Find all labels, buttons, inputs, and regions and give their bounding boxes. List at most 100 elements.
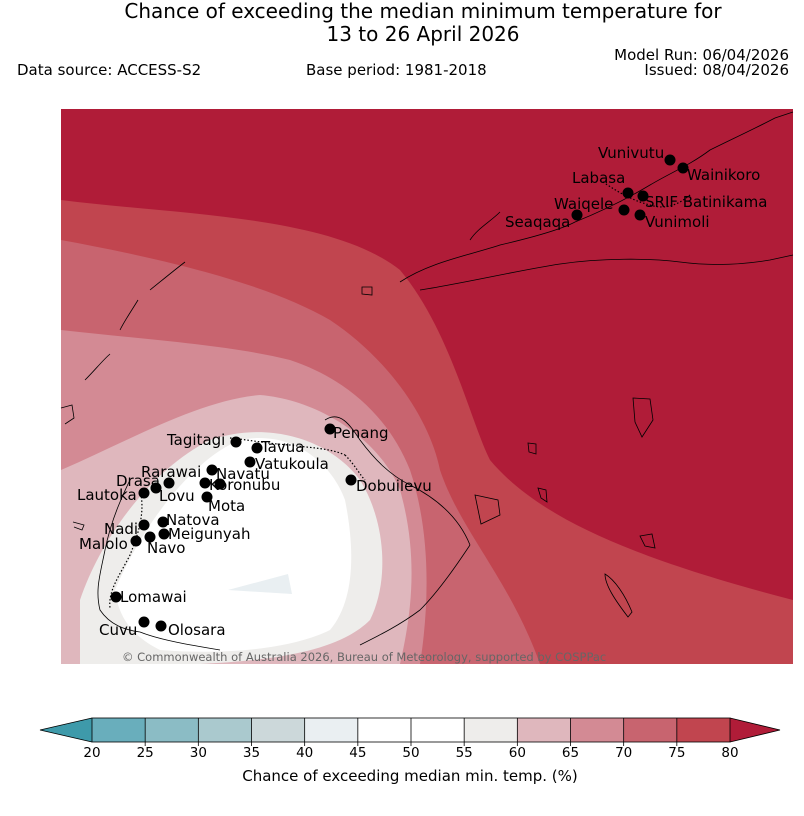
station-marker-rarawai bbox=[206, 464, 218, 476]
station-marker-cuvu bbox=[138, 616, 150, 628]
station-label-malolo: Malolo bbox=[79, 535, 128, 553]
colorbar-under-arrow bbox=[40, 718, 92, 742]
colorbar-cell-40-45 bbox=[304, 718, 359, 742]
coastlines bbox=[60, 111, 794, 651]
viti-levu-west-coast bbox=[97, 479, 221, 651]
station-label-olosara: Olosara bbox=[168, 621, 226, 639]
colorbar-tick-label-65: 65 bbox=[561, 745, 580, 761]
station-label-lomawai: Lomawai bbox=[120, 588, 187, 606]
station-marker-olosara bbox=[155, 620, 167, 632]
station-label-waiqele: Waiqele bbox=[554, 195, 613, 213]
station-marker-mota bbox=[201, 491, 213, 503]
colorbar-tick-label-55: 55 bbox=[455, 745, 473, 761]
station-label-cuvu: Cuvu bbox=[99, 621, 137, 639]
colorbar-over-arrow bbox=[730, 718, 780, 742]
small-island-4 bbox=[537, 487, 548, 503]
station-marker-wainikoro bbox=[677, 162, 689, 174]
station-label-tagitagi: Tagitagi bbox=[166, 431, 225, 449]
station-label-dobuilevu: Dobuilevu bbox=[356, 477, 432, 495]
colorbar-tick-label-35: 35 bbox=[242, 745, 261, 761]
small-island-2 bbox=[632, 397, 654, 438]
colorbar-cell-35-40 bbox=[251, 718, 306, 742]
station-label-lovu: Lovu bbox=[159, 487, 195, 505]
colorbar bbox=[39, 717, 781, 746]
colorbar-cell-25-30 bbox=[145, 718, 199, 742]
station-label-tavua: Tavua bbox=[260, 438, 304, 456]
station-marker-dobuilevu bbox=[345, 474, 357, 486]
station-marker-tavua bbox=[251, 442, 263, 454]
boundary-north bbox=[229, 437, 366, 481]
station-label-penang: Penang bbox=[333, 424, 388, 442]
small-island-1 bbox=[361, 286, 373, 296]
station-marker-penang bbox=[324, 423, 336, 435]
station-marker-lautoka bbox=[138, 487, 150, 499]
station-marker-nadi bbox=[138, 519, 150, 531]
small-island-7 bbox=[639, 533, 656, 549]
colorbar-tick-label-60: 60 bbox=[508, 745, 526, 761]
colorbar-tick-label-50: 50 bbox=[402, 745, 420, 761]
station-marker-drasa bbox=[163, 477, 175, 489]
vanua-levu-south-coast bbox=[419, 254, 794, 291]
data-source-label: Data source: ACCESS-S2 bbox=[17, 61, 202, 79]
colorbar-cell-50-55 bbox=[411, 718, 465, 742]
station-marker-meigunyah bbox=[158, 528, 170, 540]
station-marker-navo bbox=[144, 531, 156, 543]
map-title-line2: 13 to 26 April 2026 bbox=[326, 22, 520, 46]
station-marker-srif-batinikama bbox=[637, 190, 649, 202]
colorbar-tick-label-75: 75 bbox=[668, 745, 686, 761]
colorbar-cell-70-75 bbox=[623, 718, 678, 742]
station-marker-natova bbox=[157, 516, 169, 528]
colorbar-over-outline bbox=[729, 717, 781, 743]
map-title-line1: Chance of exceeding the median minimum t… bbox=[124, 0, 722, 23]
colorbar-cell-60-65 bbox=[517, 718, 571, 742]
station-label-wainikoro: Wainikoro bbox=[687, 166, 760, 184]
colorbar-cells bbox=[92, 718, 731, 742]
colorbar-tick-label-80: 80 bbox=[721, 745, 739, 761]
colorbar-tick-label-45: 45 bbox=[349, 745, 367, 761]
small-island-6 bbox=[604, 573, 633, 618]
province-boundaries bbox=[109, 179, 691, 609]
colorbar-tick-label-25: 25 bbox=[136, 745, 154, 761]
station-label-navo: Navo bbox=[147, 539, 185, 557]
colorbar-tick-label-70: 70 bbox=[615, 745, 633, 761]
probability-field bbox=[61, 109, 793, 664]
colorbar-tick-label-40: 40 bbox=[296, 745, 314, 761]
station-marker-tagitagi bbox=[230, 436, 242, 448]
colorbar-cell-20-25 bbox=[92, 718, 146, 742]
station-label-vatukoula: Vatukoula bbox=[255, 455, 329, 473]
viti-levu-east-coast bbox=[324, 416, 471, 646]
yasawa-islands bbox=[84, 261, 186, 381]
station-marker-vunivutu bbox=[664, 154, 676, 166]
station-marker-lovu bbox=[150, 482, 162, 494]
station-marker-koronubu bbox=[199, 477, 211, 489]
colorbar-tick-label-30: 30 bbox=[189, 745, 207, 761]
colorbar-cell-75-80 bbox=[676, 718, 731, 742]
station-marker-navatu bbox=[214, 478, 226, 490]
boundary-west bbox=[109, 489, 143, 609]
station-label-koronubu: Koronubu bbox=[209, 476, 280, 494]
colorbar-ticks bbox=[144, 718, 678, 746]
station-marker-seaqaqa bbox=[571, 209, 583, 221]
station-label-vunivutu: Vunivutu bbox=[598, 144, 664, 162]
colorbar-cell-45-50 bbox=[357, 718, 412, 742]
base-period-label: Base period: 1981-2018 bbox=[306, 61, 487, 79]
station-label-navatu: Navatu bbox=[216, 465, 270, 483]
colorbar-cell-65-70 bbox=[570, 718, 625, 742]
station-marker-labasa bbox=[622, 187, 634, 199]
station-label-lautoka: Lautoka bbox=[77, 486, 137, 504]
station-label-srif-batinikama: SRIF Batinikama bbox=[645, 193, 767, 211]
station-label-rarawai: Rarawai bbox=[141, 463, 201, 481]
station-label-mota: Mota bbox=[208, 497, 245, 515]
station-label-drasa: Drasa bbox=[116, 472, 160, 490]
copyright-notice: © Commonwealth of Australia 2026, Bureau… bbox=[122, 650, 606, 664]
boundary-vanua-levu bbox=[599, 179, 691, 208]
vanua-levu-west-inlet bbox=[469, 211, 501, 241]
colorbar-under-outline bbox=[39, 717, 93, 743]
stations-layer: Vunivutu Wainikoro Labasa SRIF Batinikama Wa… bbox=[77, 144, 767, 639]
small-island-5 bbox=[527, 442, 537, 455]
station-label-labasa: Labasa bbox=[572, 169, 625, 187]
band-40-45 bbox=[228, 574, 292, 594]
station-label-meigunyah: Meigunyah bbox=[168, 525, 250, 543]
issued-label: Issued: 08/04/2026 bbox=[644, 61, 789, 79]
